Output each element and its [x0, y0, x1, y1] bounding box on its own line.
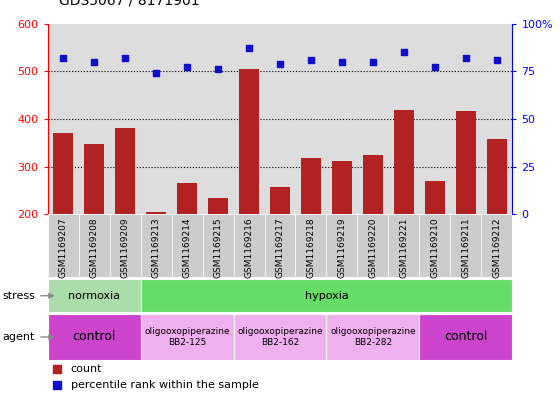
- Bar: [296, 214, 326, 277]
- Text: oligooxopiperazine
BB2-282: oligooxopiperazine BB2-282: [330, 327, 416, 347]
- Point: [360, 297, 369, 303]
- Bar: [482, 214, 512, 277]
- Text: stress: stress: [3, 291, 36, 301]
- Point: [360, 154, 369, 161]
- Text: GDS5067 / 8171901: GDS5067 / 8171901: [59, 0, 199, 8]
- Bar: [363, 154, 383, 310]
- Text: control: control: [444, 331, 488, 343]
- Bar: [450, 214, 482, 277]
- Point: [213, 66, 222, 72]
- Bar: [141, 314, 234, 360]
- Bar: [48, 214, 78, 277]
- Point: [368, 59, 377, 65]
- Point: [399, 49, 408, 55]
- Bar: [425, 181, 445, 310]
- Bar: [141, 279, 512, 312]
- Text: GSM1169213: GSM1169213: [152, 217, 161, 278]
- Point: [338, 59, 347, 65]
- Bar: [389, 214, 419, 277]
- Text: agent: agent: [3, 332, 35, 342]
- Text: oligooxopiperazine
BB2-162: oligooxopiperazine BB2-162: [237, 327, 323, 347]
- Point: [59, 55, 68, 61]
- Bar: [332, 161, 352, 310]
- Text: GSM1169215: GSM1169215: [213, 217, 222, 278]
- Bar: [419, 214, 450, 277]
- Bar: [78, 214, 110, 277]
- Text: GSM1169210: GSM1169210: [431, 217, 440, 278]
- Point: [306, 57, 315, 63]
- Bar: [171, 214, 203, 277]
- Bar: [234, 314, 326, 360]
- Bar: [264, 214, 296, 277]
- Point: [276, 61, 284, 67]
- Point: [152, 70, 161, 76]
- Bar: [141, 214, 171, 277]
- Text: GSM1169219: GSM1169219: [338, 217, 347, 278]
- Bar: [487, 140, 507, 310]
- Bar: [234, 214, 264, 277]
- Text: GSM1169221: GSM1169221: [399, 217, 408, 278]
- Bar: [270, 187, 290, 310]
- Point: [431, 64, 440, 71]
- Bar: [48, 279, 141, 312]
- Text: percentile rank within the sample: percentile rank within the sample: [71, 380, 259, 389]
- Bar: [146, 212, 166, 310]
- Text: GSM1169211: GSM1169211: [461, 217, 470, 278]
- Text: normoxia: normoxia: [68, 291, 120, 301]
- Point: [120, 55, 129, 61]
- Bar: [394, 110, 414, 310]
- Bar: [53, 133, 73, 310]
- Text: GSM1169208: GSM1169208: [90, 217, 99, 278]
- Bar: [456, 111, 476, 310]
- Text: GSM1169216: GSM1169216: [245, 217, 254, 278]
- Text: GSM1169214: GSM1169214: [183, 217, 192, 278]
- Text: GSM1169212: GSM1169212: [492, 217, 501, 278]
- Bar: [357, 214, 389, 277]
- Bar: [326, 214, 357, 277]
- Bar: [84, 144, 104, 310]
- Point: [461, 55, 470, 61]
- Bar: [419, 314, 512, 360]
- Bar: [110, 214, 141, 277]
- Text: GSM1169217: GSM1169217: [276, 217, 284, 278]
- Text: hypoxia: hypoxia: [305, 291, 348, 301]
- Text: count: count: [71, 364, 102, 374]
- Text: GSM1169218: GSM1169218: [306, 217, 315, 278]
- Bar: [208, 198, 228, 310]
- Bar: [239, 69, 259, 310]
- Bar: [301, 158, 321, 310]
- Bar: [115, 128, 135, 310]
- Text: oligooxopiperazine
BB2-125: oligooxopiperazine BB2-125: [144, 327, 230, 347]
- Point: [90, 59, 99, 65]
- Point: [183, 64, 192, 71]
- Text: GSM1169207: GSM1169207: [59, 217, 68, 278]
- Bar: [203, 214, 234, 277]
- Bar: [177, 183, 197, 310]
- Bar: [48, 314, 141, 360]
- Point: [492, 57, 501, 63]
- Text: GSM1169220: GSM1169220: [368, 217, 377, 278]
- Text: control: control: [72, 331, 116, 343]
- Text: GSM1169209: GSM1169209: [120, 217, 129, 278]
- Point: [245, 45, 254, 51]
- Bar: [326, 314, 419, 360]
